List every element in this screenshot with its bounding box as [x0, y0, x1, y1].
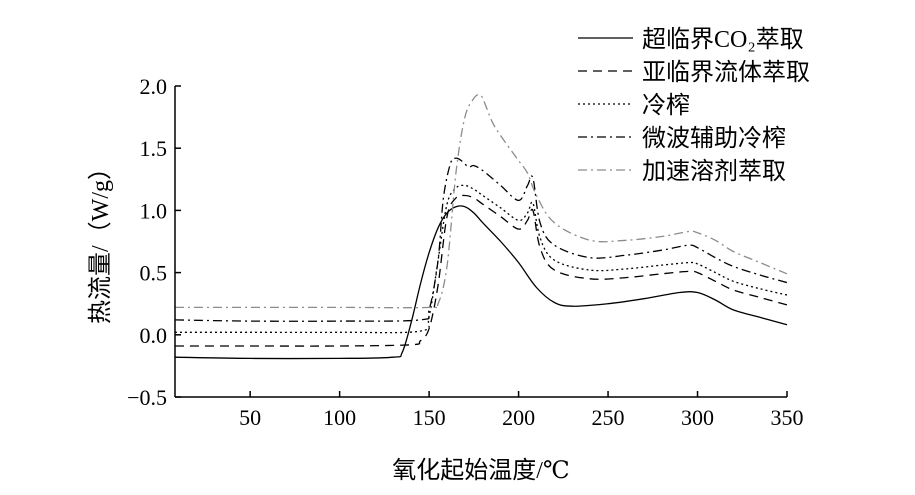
series-layer	[174, 94, 788, 360]
x-tick-label: 50	[239, 405, 261, 430]
x-tick-label: 250	[592, 405, 625, 430]
axes-layer: 50 100 150 200 250 300 350 −0.5 0.0 0.5 1.0 1.5 2.0	[127, 74, 803, 430]
y-tick-label: 0.5	[140, 261, 168, 286]
series-line-1	[174, 205, 788, 360]
legend-label-1: 超临界CO₂萃取	[642, 26, 804, 53]
series-line-2	[175, 194, 788, 347]
x-axis-label: 氧化起始温度/℃	[392, 457, 570, 484]
x-tick-label: 350	[771, 405, 804, 430]
series-line-4	[174, 157, 788, 322]
y-axis-label: 热流量/（W/g）	[87, 156, 114, 324]
y-tick-label: 2.0	[140, 74, 168, 99]
x-tick-label: 200	[502, 405, 535, 430]
legend-label-3: 冷榨	[642, 92, 690, 119]
y-tick-label: 1.0	[140, 198, 168, 223]
legend-label-2: 亚临界流体萃取	[642, 59, 810, 86]
x-tick-label: 100	[323, 405, 356, 430]
series-line-3	[174, 184, 788, 334]
legend-label-4: 微波辅助冷榨	[642, 125, 786, 152]
y-tick-label: −0.5	[127, 385, 167, 410]
y-tick-label: 0.0	[140, 323, 168, 348]
series-line-5	[175, 94, 788, 309]
x-tick-label: 300	[681, 405, 714, 430]
y-tick-label: 1.5	[140, 136, 168, 161]
legend-label-5: 加速溶剂萃取	[642, 158, 786, 185]
x-tick-label: 150	[413, 405, 446, 430]
